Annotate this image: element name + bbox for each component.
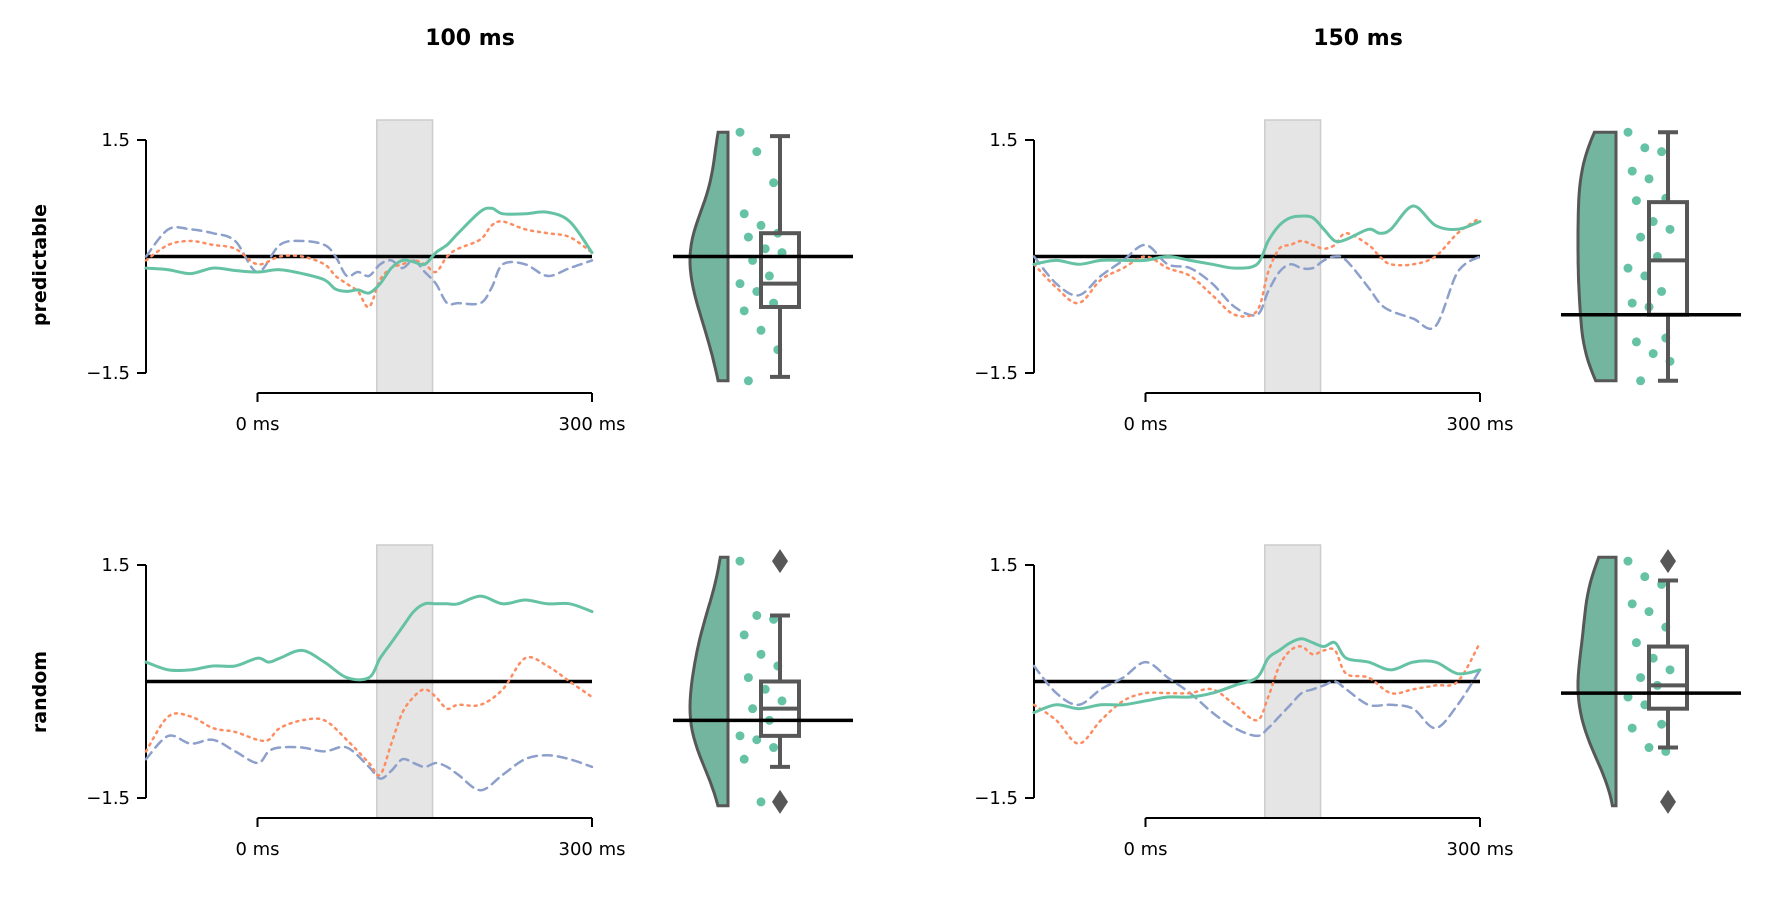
panel-predictable-100ms: 1.5 −1.5 0 ms 300 ms [86,119,853,435]
series-line-orange [144,655,594,777]
y-tick-label: −1.5 [974,363,1018,384]
data-point [756,649,766,659]
data-point [1648,349,1658,359]
data-point [1640,572,1650,582]
row-label-random: random [29,651,51,733]
outlier-marker [772,549,788,574]
half-violin [688,555,730,808]
data-point [1631,196,1641,206]
series-line-blue [1032,660,1482,738]
data-point [1644,743,1654,753]
data-point [743,232,753,242]
data-point [756,797,766,807]
data-point [735,127,745,137]
data-point [735,556,745,566]
data-point [756,325,766,335]
data-point [764,271,774,281]
panel-random-150ms: 1.5 −1.5 0 ms 300 ms [974,544,1741,860]
data-point [748,704,758,714]
half-violin [1576,130,1618,383]
y-tick-label: −1.5 [86,363,130,384]
data-point [1631,337,1641,347]
x-tick-label: 0 ms [1123,839,1167,860]
data-point [1627,723,1637,733]
x-tick-label: 0 ms [235,414,279,435]
box [1647,644,1689,711]
x-tick-label: 0 ms [1123,414,1167,435]
data-point [1644,174,1654,184]
data-point [743,673,753,683]
data-point [739,209,749,219]
series-line-blue [144,225,594,306]
data-point [1636,673,1646,683]
y-tick-label: −1.5 [974,788,1018,809]
data-point [735,279,745,289]
data-point [752,147,762,157]
series-line-green [1032,637,1482,715]
x-tick-label: 300 ms [1447,414,1514,435]
y-tick-label: 1.5 [989,555,1018,576]
data-point [1627,298,1637,308]
x-tick-label: 300 ms [559,839,626,860]
x-tick-label: 300 ms [1447,839,1514,860]
data-point [1623,127,1633,137]
data-point [769,178,779,188]
outlier-marker [772,789,788,814]
outlier-marker [1660,789,1676,814]
row-label-predictable: predictable [29,204,51,326]
series-line-orange [144,220,594,309]
series-line-green [144,206,594,295]
panels-group: 1.5 −1.5 0 ms 300 ms 1.5 −1.5 0 ms 300 ms 1.5 −1.… [86,119,1741,860]
y-tick-label: 1.5 [101,130,130,151]
box [759,231,801,309]
series-line-green [144,594,594,682]
data-point [1665,665,1675,675]
data-point [1623,556,1633,566]
data-point [769,743,779,753]
data-point [739,754,749,764]
series-line-green [1032,204,1482,270]
y-tick-label: 1.5 [989,130,1018,151]
column-title-100ms: 100 ms [425,26,515,51]
panel-random-100ms: 1.5 −1.5 0 ms 300 ms [86,544,853,860]
data-point [752,610,762,620]
data-point [1657,147,1667,157]
outlier-marker [1660,549,1676,574]
data-point [1631,638,1641,648]
data-point [1623,263,1633,273]
data-point [743,376,753,386]
data-point [1627,166,1637,176]
series-line-blue [144,734,594,792]
half-violin [1576,555,1618,808]
data-point [1665,224,1675,234]
data-point [756,220,766,230]
data-point [739,306,749,316]
data-point [1636,376,1646,386]
x-tick-label: 300 ms [559,414,626,435]
data-point [1627,599,1637,609]
series-line-orange [1032,216,1482,318]
data-point [1644,607,1654,617]
column-title-150ms: 150 ms [1313,26,1403,51]
data-point [1657,286,1667,296]
x-tick-label: 0 ms [235,839,279,860]
y-tick-label: −1.5 [86,788,130,809]
data-point [735,731,745,741]
data-point [1636,232,1646,242]
series-line-orange [1032,641,1482,745]
y-tick-label: 1.5 [101,555,130,576]
data-point [1640,143,1650,153]
data-point [739,630,749,640]
data-point [1657,719,1667,729]
panel-predictable-150ms: 1.5 −1.5 0 ms 300 ms [974,119,1741,435]
data-point [777,696,787,706]
